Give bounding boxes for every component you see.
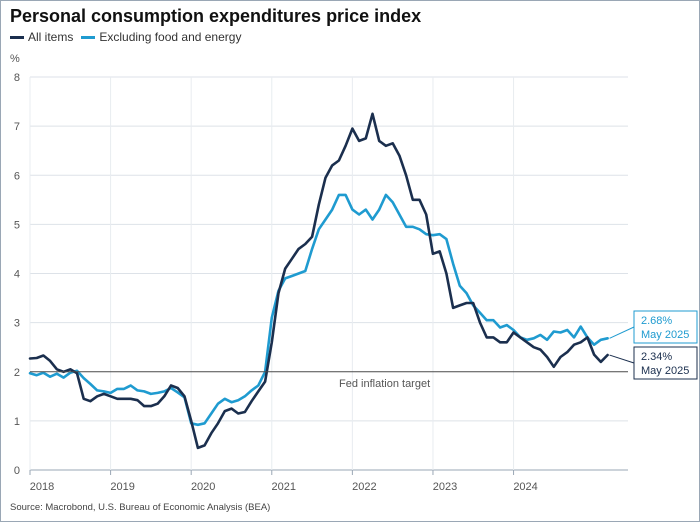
series-line-all-items <box>28 112 609 450</box>
x-axis-ticks: 2018 2019 2020 2021 2022 2023 2024 <box>29 470 538 493</box>
callout-value: 2.34% <box>641 351 672 363</box>
callout-box <box>633 310 698 344</box>
x-tick-label: 2019 <box>110 481 134 493</box>
x-tick-label: 2023 <box>433 481 457 493</box>
y-tick-label: 5 <box>14 219 20 231</box>
y-tick-label: 8 <box>14 72 20 84</box>
callout-value: 2.68% <box>641 315 672 327</box>
legend-item-all-items: All items <box>10 30 73 44</box>
series-lines <box>28 112 609 450</box>
chart-title: Personal consumption expenditures price … <box>10 6 422 26</box>
legend-swatch-all-items <box>10 35 24 39</box>
reference-line-group: Fed inflation target <box>30 371 628 390</box>
legend-swatch-core <box>81 35 96 39</box>
gridlines <box>29 76 628 471</box>
y-tick-label: 7 <box>14 121 20 133</box>
source-note: Source: Macrobond, U.S. Bureau of Econom… <box>10 502 271 513</box>
callout-date: May 2025 <box>641 365 689 377</box>
y-tick-label: 4 <box>14 269 20 281</box>
callout-leader <box>609 354 635 364</box>
x-tick-label: 2024 <box>513 481 537 493</box>
x-tick-label: 2018 <box>30 481 54 493</box>
y-tick-label: 0 <box>14 465 20 477</box>
y-tick-label: 6 <box>14 170 20 182</box>
x-tick-label: 2021 <box>272 481 296 493</box>
x-tick-label: 2020 <box>191 481 215 493</box>
y-tick-label: 2 <box>14 367 20 379</box>
callout-all-items: 2.34% May 2025 <box>609 346 698 380</box>
x-tick-label: 2022 <box>352 481 376 493</box>
callout-date: May 2025 <box>641 329 689 341</box>
y-axis-ticks: 0 1 2 3 4 5 6 7 8 <box>14 72 20 477</box>
legend-item-core: Excluding food and energy <box>81 30 241 44</box>
y-tick-label: 3 <box>14 318 20 330</box>
legend-label-all-items: All items <box>28 30 74 44</box>
legend-label-core: Excluding food and energy <box>99 30 242 44</box>
chart-legend: All items Excluding food and energy <box>10 30 249 44</box>
callout-leader <box>609 326 635 339</box>
callouts: 2.68% May 2025 2.34% May 2025 <box>609 310 698 380</box>
callout-box <box>633 346 698 380</box>
y-tick-label: 1 <box>14 416 20 428</box>
fed-target-label: Fed inflation target <box>339 378 430 390</box>
series-line-core <box>28 193 609 427</box>
callout-core: 2.68% May 2025 <box>609 310 698 344</box>
y-axis-unit: % <box>10 53 20 65</box>
